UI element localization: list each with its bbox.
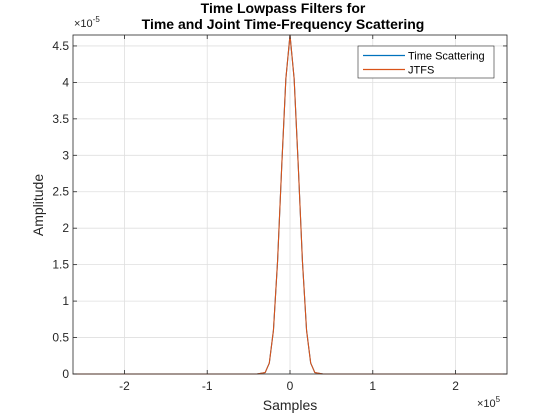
x-tick-label-3: 1 xyxy=(369,379,376,393)
x-tick-label-4: 2 xyxy=(452,379,459,393)
y-tick-label-7: 3.5 xyxy=(52,112,69,126)
y-tick-label-6: 3 xyxy=(62,148,69,162)
y-tick-label-9: 4.5 xyxy=(52,39,69,53)
legend-box xyxy=(357,45,495,79)
legend: Time Scattering JTFS xyxy=(357,45,495,79)
x-exponent-label: ×105 xyxy=(477,395,501,410)
legend-label-time-scattering: Time Scattering xyxy=(408,51,485,63)
y-tick-label-5: 2.5 xyxy=(52,185,69,199)
y-tick-label-3: 1.5 xyxy=(52,258,69,272)
x-tick-label-0: -2 xyxy=(119,379,130,393)
x-tick-label-1: -1 xyxy=(202,379,213,393)
y-exponent-label: ×10-5 xyxy=(74,15,100,30)
axis-ticks: -2 -1 0 1 2 0 0.5 1 1.5 2 2.5 3 3.5 4 4.5 xyxy=(52,35,507,393)
y-tick-label-4: 2 xyxy=(62,221,69,235)
chart-title-line-1: Time Lowpass Filters for xyxy=(201,0,366,16)
chart-title-line-2: Time and Joint Time-Frequency Scattering xyxy=(142,16,425,32)
y-axis-label: Amplitude xyxy=(30,174,46,236)
y-tick-label-0: 0 xyxy=(62,367,69,381)
y-tick-label-1: 0.5 xyxy=(52,331,69,345)
y-tick-label-2: 1 xyxy=(62,294,69,308)
legend-label-jtfs: JTFS xyxy=(408,65,434,77)
grid xyxy=(73,35,507,375)
y-tick-label-8: 4 xyxy=(62,75,69,89)
x-tick-label-2: 0 xyxy=(287,379,294,393)
x-axis-label: Samples xyxy=(263,397,317,413)
